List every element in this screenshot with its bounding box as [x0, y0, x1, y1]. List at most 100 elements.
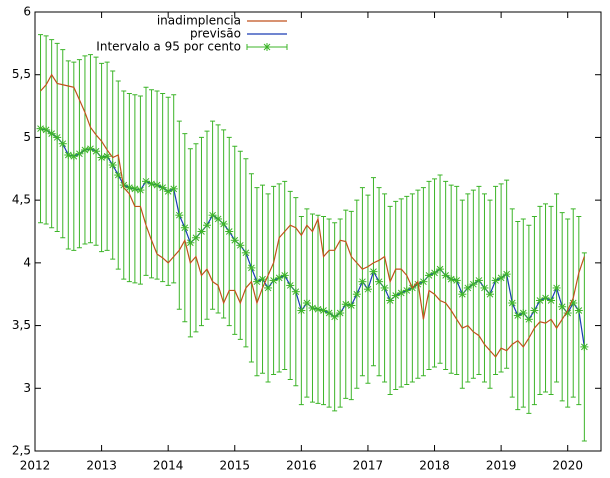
marker-stroke [564, 309, 572, 317]
marker-stroke [220, 220, 227, 228]
plot-border [34, 11, 602, 452]
marker-stroke [436, 265, 444, 273]
marker-stroke [42, 126, 50, 134]
marker-stroke [325, 309, 333, 317]
marker-stroke [370, 268, 377, 275]
marker-stroke [236, 241, 244, 249]
marker-stroke [231, 236, 239, 244]
legend-label: previsão [190, 27, 241, 41]
marker-stroke [508, 299, 516, 307]
marker-stroke [275, 274, 283, 282]
line-0 [40, 73, 585, 358]
marker-stroke [492, 277, 499, 284]
marker-stroke [109, 161, 117, 169]
marker-stroke [37, 125, 44, 133]
marker-stroke [170, 185, 178, 193]
marker-stroke [242, 249, 250, 257]
marker-stroke [558, 303, 566, 311]
marker-stroke [103, 152, 111, 160]
marker-stroke [53, 134, 61, 141]
marker-stroke [519, 309, 527, 317]
marker-stroke [164, 188, 172, 195]
marker-stroke [381, 284, 388, 292]
y-tick-label: 5 [23, 130, 31, 144]
marker-stroke [531, 307, 538, 314]
marker-stroke [148, 180, 155, 188]
x-tick-label: 2013 [86, 459, 117, 473]
marker-stroke [475, 277, 483, 284]
marker-stroke [569, 299, 577, 307]
y-tick-label: 4,5 [12, 193, 31, 207]
marker-stroke [353, 290, 361, 298]
marker-stroke [320, 307, 327, 314]
marker-stroke [98, 154, 105, 161]
marker-stroke [192, 234, 200, 242]
marker-stroke [580, 343, 588, 351]
marker-stroke [264, 284, 272, 292]
marker-stroke [81, 146, 89, 154]
marker-stroke [186, 239, 194, 247]
marker-stroke [209, 211, 216, 219]
marker-stroke [137, 186, 144, 194]
marker-stroke [553, 284, 560, 292]
marker-stroke [314, 305, 322, 313]
marker-stroke [514, 312, 522, 319]
x-tick-label: 2012 [20, 459, 51, 473]
marker-stroke [364, 285, 372, 293]
x-tick-label: 2018 [419, 459, 450, 473]
marker-stroke [198, 228, 205, 235]
marker-stroke [303, 299, 311, 307]
marker-stroke [547, 297, 555, 304]
marker-stroke [126, 184, 133, 191]
marker-stroke [453, 277, 461, 284]
x-tick-label: 2020 [552, 459, 583, 473]
marker-stroke [297, 307, 305, 314]
marker-stroke [447, 275, 455, 283]
x-tick-label: 2017 [353, 459, 384, 473]
marker-stroke [575, 307, 583, 314]
marker-stroke [281, 272, 289, 279]
marker-stroke [263, 43, 271, 51]
marker-stroke [503, 270, 510, 278]
marker-stroke [342, 300, 350, 308]
marker-stroke [481, 284, 488, 292]
marker-stroke [536, 297, 544, 304]
y-tick-label: 3 [23, 381, 31, 395]
x-tick-label: 2019 [486, 459, 517, 473]
marker-stroke [309, 304, 316, 312]
marker-stroke [442, 272, 450, 279]
marker-stroke [259, 275, 266, 283]
marker-stroke [59, 140, 67, 148]
marker-stroke [292, 288, 300, 296]
marker-stroke [248, 264, 255, 272]
marker-stroke [336, 309, 344, 317]
marker-stroke [175, 211, 183, 219]
marker-stroke [181, 224, 189, 232]
marker-stroke [469, 280, 477, 288]
marker-stroke [48, 130, 56, 138]
marker-stroke [253, 278, 261, 286]
y-tick-label: 4 [23, 255, 31, 269]
marker-stroke [397, 289, 405, 297]
marker-stroke [542, 294, 549, 302]
marker-stroke [486, 290, 494, 298]
y-tick-label: 3,5 [12, 318, 31, 332]
marker-stroke [286, 282, 294, 289]
marker-stroke [347, 302, 355, 309]
marker-stroke [203, 221, 211, 229]
marker-stroke [92, 147, 100, 155]
marker-stroke [214, 215, 222, 223]
marker-stroke [159, 184, 167, 191]
marker-stroke [464, 284, 472, 292]
y-tick-label: 5,5 [12, 67, 31, 81]
marker-stroke [76, 150, 83, 158]
x-tick-label: 2016 [286, 459, 317, 473]
marker-stroke [386, 297, 394, 304]
marker-stroke [114, 171, 122, 179]
y-tick-label: 6 [23, 5, 31, 19]
marker-stroke [403, 287, 411, 294]
marker-stroke [331, 313, 339, 321]
marker-stroke [420, 278, 427, 286]
legend-label: Intervalo a 95 por cento [96, 40, 241, 54]
